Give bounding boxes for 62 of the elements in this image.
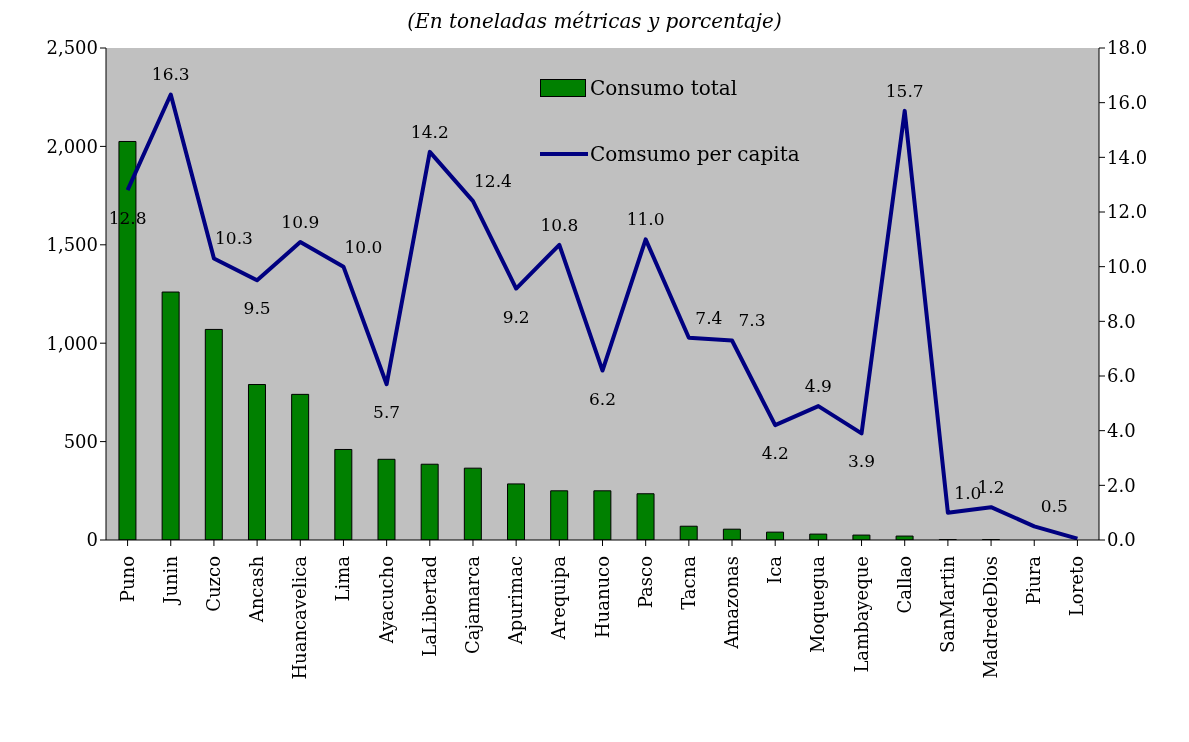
y-tick-label: 0: [86, 529, 98, 551]
y2-tick-label: 0.0: [1107, 529, 1136, 551]
y-tick-label: 1,500: [46, 234, 98, 256]
x-tick-label: Arequipa: [548, 555, 570, 641]
x-tick-label: Ayacucho: [375, 556, 397, 645]
data-label: 10.0: [344, 236, 383, 257]
x-tick-label: Apurimac: [505, 556, 527, 646]
y-tick-label: 500: [63, 430, 98, 452]
data-label: 15.7: [885, 80, 924, 101]
x-tick-label: MadredeDios: [980, 556, 1002, 679]
data-label: 12.8: [108, 208, 147, 229]
x-tick-label: Huanuco: [591, 556, 613, 639]
chart-subtitle: (En toneladas métricas y porcentaje): [406, 8, 783, 34]
y2-tick-label: 12.0: [1107, 201, 1148, 223]
y2-tick-label: 8.0: [1107, 310, 1136, 332]
x-tick-label: Moquegua: [807, 555, 829, 653]
data-label: 14.2: [410, 121, 449, 142]
x-tick-label: SanMartin: [936, 555, 958, 654]
y2-tick-label: 6.0: [1107, 365, 1136, 387]
y-tick-label: 1,000: [46, 332, 98, 354]
y2-tick-label: 14.0: [1107, 146, 1148, 168]
data-label: 10.8: [540, 214, 579, 235]
x-tick-label: Loreto: [1066, 556, 1088, 617]
x-tick-label: Callao: [893, 556, 915, 614]
x-tick-label: Pasco: [634, 556, 656, 609]
x-tick-label: Ica: [764, 555, 786, 584]
x-tick-label: Tacna: [677, 555, 699, 610]
data-label: 3.9: [848, 451, 876, 472]
data-label: 9.2: [502, 306, 530, 327]
y2-tick-label: 16.0: [1107, 92, 1148, 114]
x-tick-label: Junin: [159, 555, 181, 606]
x-tick-label: Puno: [116, 556, 138, 603]
x-tick-label: LaLibertad: [418, 556, 440, 657]
x-tick-label: Ancash: [246, 555, 268, 624]
x-tick-label: Cuzco: [202, 556, 224, 612]
data-label: 10.3: [215, 228, 253, 249]
y-tick-label: 2,000: [46, 135, 98, 157]
data-label: 11.0: [626, 209, 665, 230]
legend-label: Consumo total: [590, 76, 738, 100]
y2-tick-label: 10.0: [1107, 256, 1148, 278]
y2-tick-label: 18.0: [1107, 37, 1148, 59]
data-label: 0.5: [1040, 496, 1068, 517]
x-tick-label: Lima: [332, 555, 354, 602]
data-label: 5.7: [373, 402, 401, 423]
y2-tick-label: 2.0: [1107, 474, 1136, 496]
x-tick-label: Huancavelica: [289, 555, 311, 680]
data-label: 10.9: [281, 212, 320, 233]
data-label: 4.9: [804, 376, 832, 397]
data-label: 6.2: [588, 388, 617, 409]
x-tick-label: Lambayeque: [850, 556, 872, 673]
data-label: 16.3: [151, 64, 190, 85]
y-tick-label: 2,500: [46, 37, 98, 59]
data-label: 4.2: [761, 443, 789, 464]
x-tick-label: Cajamarca: [461, 555, 483, 655]
data-label: 7.3: [738, 310, 766, 331]
x-tick-label: Amazonas: [721, 556, 743, 650]
x-tick-label: Piura: [1023, 555, 1045, 605]
y2-tick-label: 4.0: [1107, 420, 1136, 442]
data-label: 12.4: [474, 171, 512, 192]
data-label: 7.4: [695, 307, 723, 328]
data-label: 9.5: [243, 298, 271, 319]
legend-label: Comsumo per capita: [590, 142, 800, 166]
